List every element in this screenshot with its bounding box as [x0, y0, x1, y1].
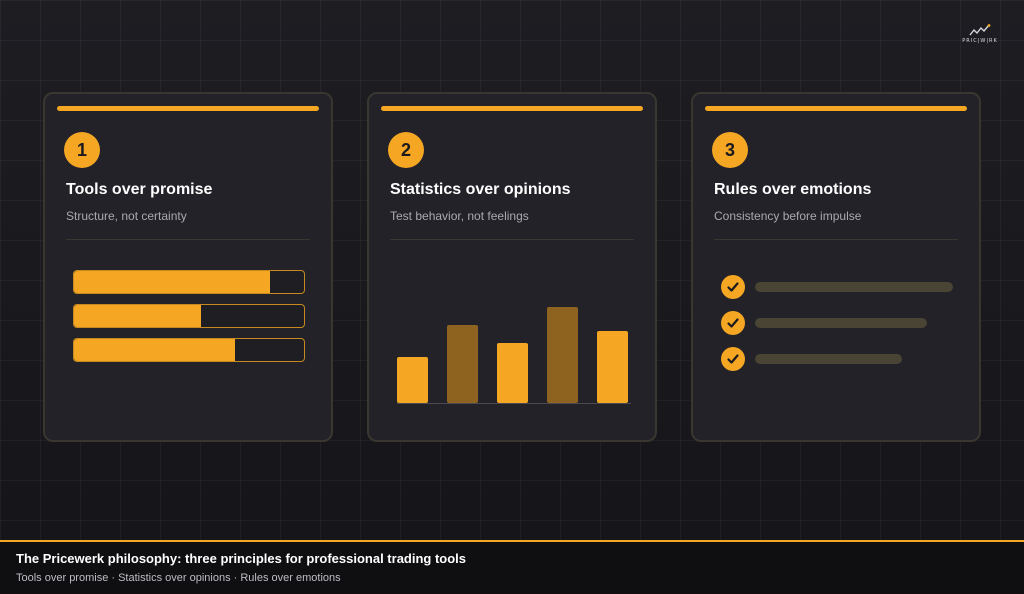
progress-fill-3	[74, 339, 235, 361]
check-icon	[721, 275, 745, 299]
mini-chart-bar-3	[497, 343, 528, 403]
pricewerk-logo: PRIC|W|RK	[960, 24, 1000, 48]
checklist-line-3	[755, 354, 902, 364]
card-title: Statistics over opinions	[390, 181, 571, 198]
card-title: Rules over emotions	[714, 181, 872, 198]
progress-track-3	[73, 338, 305, 362]
card-subtitle: Structure, not certainty	[66, 209, 187, 223]
mini-chart-bar-4	[547, 307, 578, 403]
check-icon	[721, 347, 745, 371]
chart-trend-icon	[969, 24, 991, 36]
checklist-line-2	[755, 318, 927, 328]
progress-track-1	[73, 270, 305, 294]
card-title: Tools over promise	[66, 181, 213, 198]
principle-card-3: 3 Rules over emotions Consistency before…	[691, 92, 981, 442]
progress-track-2	[73, 304, 305, 328]
mini-chart-bar-1	[397, 357, 428, 403]
check-icon	[721, 311, 745, 335]
mini-chart-bar-2	[447, 325, 478, 403]
footer-title: The Pricewerk philosophy: three principl…	[16, 551, 467, 566]
step-number-badge: 3	[712, 132, 748, 168]
checklist-line-1	[755, 282, 953, 292]
card-accent-bar	[381, 106, 643, 111]
card-divider	[66, 239, 310, 240]
mini-chart-bar-5	[597, 331, 628, 403]
card-divider	[390, 239, 634, 240]
step-number-badge: 2	[388, 132, 424, 168]
logo-wordmark: PRIC|W|RK	[962, 38, 998, 44]
caption-footer: The Pricewerk philosophy: three principl…	[0, 540, 1024, 594]
progress-fill-1	[74, 271, 270, 293]
card-accent-bar	[57, 106, 319, 111]
mini-bar-chart	[397, 307, 631, 404]
card-subtitle: Test behavior, not feelings	[390, 209, 529, 223]
principle-card-1: 1 Tools over promise Structure, not cert…	[43, 92, 333, 442]
step-number-badge: 1	[64, 132, 100, 168]
progress-fill-2	[74, 305, 201, 327]
card-subtitle: Consistency before impulse	[714, 209, 862, 223]
footer-subtitle: Tools over promise · Statistics over opi…	[16, 572, 341, 584]
principle-card-2: 2 Statistics over opinions Test behavior…	[367, 92, 657, 442]
card-divider	[714, 239, 958, 240]
card-accent-bar	[705, 106, 967, 111]
